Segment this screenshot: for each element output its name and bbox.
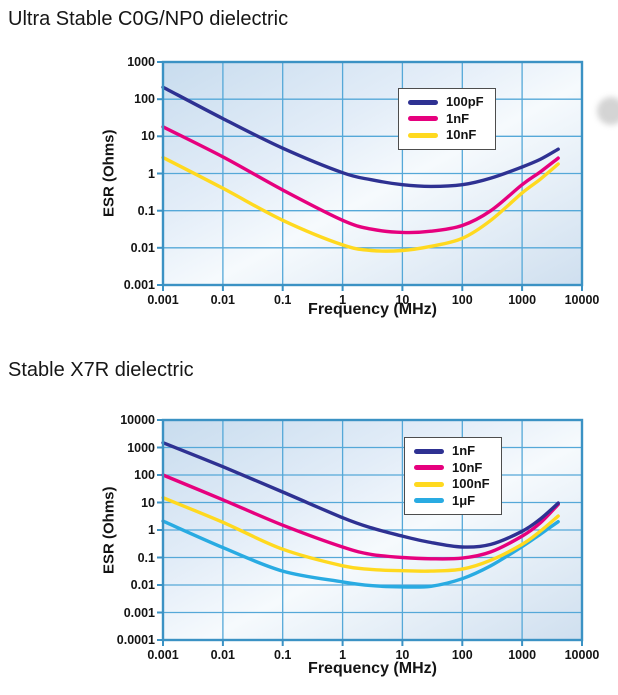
chart1-x-axis-label: Frequency (MHz): [308, 301, 437, 318]
x-tick-label: 0.1: [274, 293, 292, 307]
chart2-legend: 1nF 10nF 100nF 1μF: [404, 437, 502, 515]
legend-item-100pF: 100pF: [408, 95, 484, 110]
series-curve-100nF: [161, 496, 560, 573]
y-tick-label: 0.001: [123, 605, 155, 620]
legend-label: 1nF: [452, 443, 476, 459]
legend-label: 100pF: [446, 94, 484, 110]
legend-swatch-1μF: [414, 498, 444, 504]
y-tick-label: 0.01: [130, 578, 155, 592]
chart1-legend: 100pF 1nF 10nF: [398, 88, 496, 150]
y-tick-label: 10: [141, 495, 155, 510]
y-tick-label: 0.01: [130, 240, 155, 255]
series-curve-1μF: [161, 519, 560, 589]
legend-item-1nF: 1nF: [414, 444, 490, 459]
legend-item-1nF: 1nF: [408, 110, 484, 127]
x-tick-label: 0.001: [147, 293, 179, 307]
legend-item-100nF: 100nF: [414, 477, 490, 492]
x-tick-label: 0.001: [147, 648, 179, 662]
blurred-circle-decoration: [597, 97, 618, 125]
legend-item-1μF: 1μF: [414, 492, 490, 509]
x-tick-label: 10000: [564, 293, 600, 307]
legend-swatch-10nF: [408, 132, 438, 138]
y-tick-label: 1000: [127, 440, 155, 455]
legend-label: 100nF: [452, 476, 490, 492]
x-tick-label: 1: [339, 293, 347, 307]
chart2-x-axis-label: Frequency (MHz): [308, 660, 437, 677]
y-tick-label: 1: [148, 523, 155, 537]
x-tick-label: 1000: [508, 293, 537, 307]
x-tick-label: 10: [395, 648, 410, 662]
section-title-x7r: Stable X7R dielectric: [8, 359, 194, 381]
legend-swatch-10nF: [414, 465, 444, 471]
series-curve-10nF: [161, 473, 560, 561]
plot-border: [161, 60, 584, 287]
series-curve-100pF: [161, 85, 560, 189]
series-curve-1nF: [161, 125, 560, 235]
legend-label: 1nF: [446, 110, 470, 126]
y-tick-label: 0.0001: [116, 633, 155, 647]
y-tick-label: 100: [134, 92, 155, 107]
y-tick-label: 0.1: [137, 203, 155, 218]
legend-label: 10nF: [452, 459, 483, 475]
series-curve-10nF: [161, 155, 560, 253]
y-tick-label: 100: [134, 468, 155, 482]
legend-swatch-100pF: [408, 99, 438, 105]
series-curve-1nF: [161, 441, 560, 549]
legend-swatch-100nF: [414, 481, 444, 487]
legend-label: 10nF: [446, 127, 477, 143]
x-tick-label: 1: [339, 648, 347, 662]
legend-item-10nF: 10nF: [408, 128, 484, 143]
x-tick-label: 0.1: [274, 648, 292, 662]
y-tick-label: 1000: [127, 55, 155, 69]
y-tick-label: 10: [141, 129, 155, 144]
y-tick-label: 0.1: [137, 550, 155, 565]
x-tick-label: 0.01: [210, 648, 236, 662]
chart1-plot: [157, 60, 584, 291]
y-tick-label: 1: [148, 166, 155, 181]
section-title-c0g: Ultra Stable C0G/NP0 dielectric: [8, 8, 289, 30]
y-tick-label: 10000: [120, 413, 155, 427]
legend-swatch-1nF: [408, 116, 438, 122]
y-tick-label: 0.001: [123, 278, 155, 292]
x-tick-label: 100: [451, 648, 473, 662]
legend-label: 1μF: [452, 492, 476, 508]
x-tick-label: 10000: [564, 648, 600, 662]
x-tick-label: 1000: [508, 648, 537, 662]
plot-border: [161, 418, 584, 642]
x-tick-label: 10: [395, 293, 410, 307]
x-tick-label: 0.01: [210, 293, 236, 307]
legend-item-10nF: 10nF: [414, 459, 490, 476]
chart2-plot: [157, 418, 584, 646]
legend-swatch-1nF: [414, 448, 444, 454]
x-tick-label: 100: [451, 293, 473, 307]
